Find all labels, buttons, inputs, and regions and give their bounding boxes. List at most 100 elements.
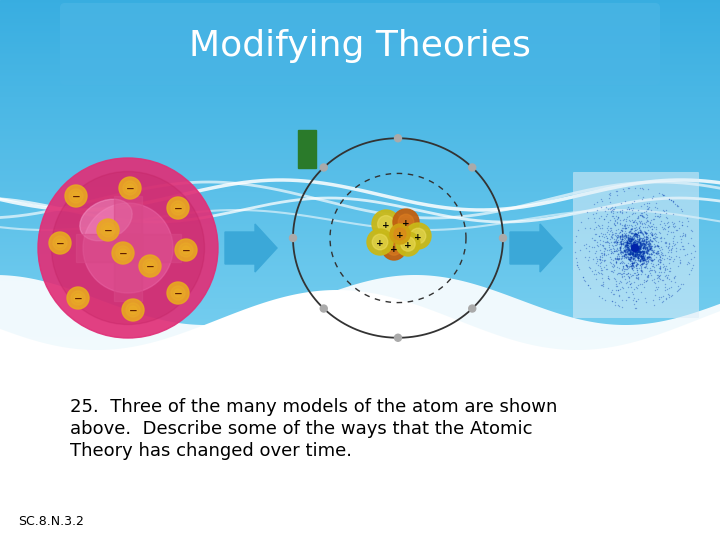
Point: [688, 241, 700, 250]
Point: [616, 206, 628, 215]
Point: [646, 194, 657, 202]
Point: [672, 201, 683, 210]
Point: [588, 269, 600, 278]
Point: [613, 254, 624, 262]
Bar: [0, 43, 720, 44]
Point: [616, 252, 627, 260]
Point: [627, 254, 639, 263]
Point: [654, 273, 665, 282]
Point: [631, 214, 643, 222]
Point: [648, 261, 660, 270]
Point: [645, 242, 657, 251]
Point: [654, 267, 665, 276]
Point: [616, 224, 627, 232]
Point: [611, 269, 623, 278]
Point: [631, 250, 643, 259]
Point: [624, 237, 636, 246]
Point: [656, 276, 667, 285]
Bar: [0, 460, 720, 461]
Point: [621, 239, 633, 248]
Point: [643, 249, 654, 258]
Point: [644, 264, 655, 272]
Circle shape: [174, 289, 182, 297]
Point: [636, 234, 647, 242]
Point: [632, 249, 644, 258]
Point: [633, 238, 644, 247]
Point: [616, 209, 628, 218]
Point: [614, 245, 626, 254]
Point: [611, 252, 623, 260]
Bar: [0, 383, 720, 384]
Point: [654, 258, 666, 266]
Point: [639, 241, 650, 250]
Point: [632, 295, 644, 303]
Point: [621, 248, 633, 256]
Point: [640, 210, 652, 219]
Point: [595, 229, 606, 238]
Point: [621, 246, 632, 254]
Bar: [0, 308, 720, 309]
Bar: [0, 190, 720, 191]
Point: [615, 278, 626, 286]
Point: [669, 240, 680, 248]
Point: [640, 213, 652, 222]
Point: [676, 221, 688, 230]
Point: [605, 197, 616, 206]
Bar: [0, 406, 720, 407]
Point: [635, 242, 647, 251]
Circle shape: [56, 239, 64, 247]
Circle shape: [146, 262, 154, 270]
Point: [604, 235, 616, 244]
Point: [622, 235, 634, 244]
Point: [592, 256, 603, 265]
Point: [634, 238, 646, 247]
Point: [625, 272, 636, 280]
Point: [614, 243, 626, 252]
Point: [671, 201, 683, 210]
Bar: [0, 189, 720, 190]
Point: [649, 286, 660, 295]
Point: [671, 238, 683, 247]
Point: [667, 228, 679, 237]
Point: [639, 241, 651, 249]
Point: [578, 241, 590, 249]
Point: [620, 233, 631, 241]
Bar: [0, 492, 720, 493]
Point: [636, 239, 648, 248]
Bar: [0, 57, 720, 58]
Bar: [0, 131, 720, 132]
Point: [637, 241, 649, 250]
Point: [625, 225, 636, 233]
Bar: [0, 385, 720, 386]
Bar: [0, 320, 720, 321]
Point: [641, 223, 652, 232]
Point: [657, 263, 669, 272]
Bar: [0, 413, 720, 414]
Point: [647, 231, 658, 240]
Point: [657, 206, 669, 214]
Point: [627, 247, 639, 256]
Point: [637, 256, 649, 265]
Point: [618, 197, 630, 205]
Point: [598, 237, 609, 245]
Bar: [0, 175, 720, 176]
Bar: [0, 472, 720, 473]
Point: [688, 253, 700, 262]
Point: [617, 269, 629, 278]
Bar: [0, 371, 720, 372]
Point: [638, 226, 649, 235]
Point: [633, 264, 644, 273]
Bar: [0, 143, 720, 144]
Point: [615, 277, 626, 286]
Bar: [0, 466, 720, 467]
Point: [616, 247, 627, 255]
Point: [657, 191, 669, 199]
Bar: [0, 322, 720, 323]
Bar: [0, 294, 720, 295]
Point: [590, 208, 601, 217]
Text: −: −: [174, 204, 182, 214]
Circle shape: [500, 234, 506, 241]
Point: [625, 240, 636, 249]
Point: [652, 250, 663, 259]
Point: [609, 254, 621, 262]
